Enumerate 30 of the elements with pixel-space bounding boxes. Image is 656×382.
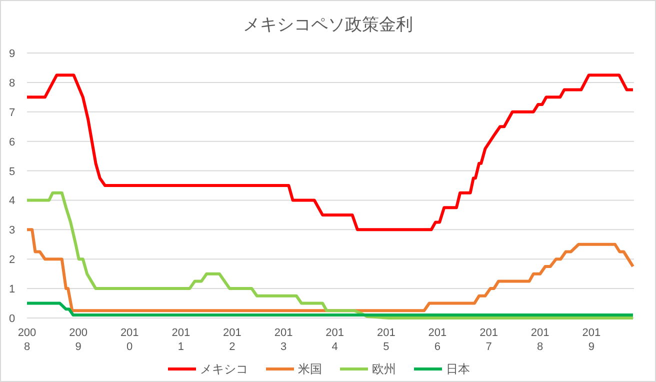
y-tick-label: 9 xyxy=(8,48,16,60)
x-tick-label: 201 9 xyxy=(582,327,601,353)
x-tick-label: 201 1 xyxy=(172,327,190,353)
legend-label: メキシコ xyxy=(200,362,248,376)
y-tick-label: 8 xyxy=(8,77,16,90)
x-tick-label: 201 2 xyxy=(223,327,242,353)
y-tick-label: 0 xyxy=(8,313,16,325)
legend-label: 日本 xyxy=(446,362,470,376)
x-tick-label: 201 5 xyxy=(376,327,396,353)
x-tick-label: 201 6 xyxy=(428,327,447,353)
line-series xyxy=(26,191,634,320)
y-tick-label: 6 xyxy=(8,136,16,148)
x-tick-label: 200 9 xyxy=(69,327,88,353)
y-tick-label: 1 xyxy=(8,284,16,296)
legend-label: 米国 xyxy=(298,362,322,376)
x-tick-label: 201 7 xyxy=(480,327,498,353)
chart-title: メキシコペソ政策金利 xyxy=(243,15,413,34)
x-tick-label: 200 8 xyxy=(18,327,36,353)
x-tick-label: 201 4 xyxy=(326,327,344,353)
x-tick-label: 201 8 xyxy=(530,327,550,353)
y-tick-label: 7 xyxy=(8,106,16,119)
x-tick-label: 201 3 xyxy=(274,327,293,353)
y-tick-label: 4 xyxy=(8,195,16,208)
y-tick-label: 2 xyxy=(8,254,16,266)
y-tick-label: 5 xyxy=(8,166,16,178)
y-tick-label: 3 xyxy=(8,224,16,237)
legend-label: 欧州 xyxy=(372,362,396,376)
x-tick-label: 201 0 xyxy=(120,327,139,353)
line-series xyxy=(26,74,634,232)
line-series xyxy=(26,228,634,312)
